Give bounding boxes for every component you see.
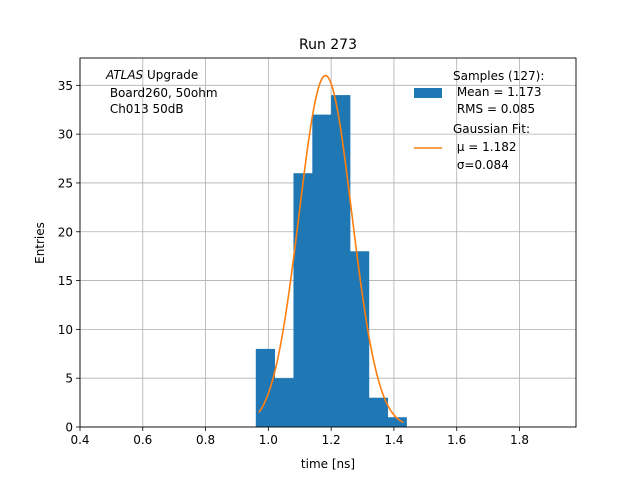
legend-samples-line3: RMS = 0.085 <box>453 102 535 116</box>
y-tick-label: 5 <box>65 372 73 386</box>
histogram-bar <box>293 173 313 427</box>
legend-swatch-samples <box>414 88 442 98</box>
y-tick-label: 30 <box>58 128 73 142</box>
histogram-bar <box>387 417 407 427</box>
y-axis-label: Entries <box>33 222 47 264</box>
x-tick-label: 1.2 <box>322 433 341 447</box>
legend-samples-line1: Samples (127): <box>453 69 544 83</box>
histogram-bar <box>274 378 294 427</box>
annotation-channel: Ch013 50dB <box>106 102 184 116</box>
histogram-bar <box>312 114 332 427</box>
x-tick-label: 0.6 <box>133 433 152 447</box>
y-tick-label: 10 <box>58 323 73 337</box>
chart-title: Run 273 <box>299 37 357 53</box>
x-axis-label: time [ns] <box>301 457 355 471</box>
y-tick-label: 20 <box>58 225 73 239</box>
legend: Samples (127): Mean = 1.173 RMS = 0.085 … <box>414 69 544 172</box>
histogram-bar <box>255 348 276 427</box>
y-tick-label: 0 <box>65 421 73 435</box>
atlas-annotation: ATLAS Upgrade Board260, 50ohm Ch013 50dB <box>105 68 218 116</box>
gaussian-fit-curve <box>258 74 404 424</box>
legend-fit-line3: σ=0.084 <box>453 158 509 172</box>
histogram-bar <box>368 397 389 427</box>
x-tick-label: 1.8 <box>510 433 529 447</box>
y-tick-label: 25 <box>58 176 73 190</box>
x-axis-ticks: 0.4 0.6 0.8 1.0 1.2 1.4 1.6 1.8 <box>70 427 529 447</box>
legend-fit-line2: μ = 1.182 <box>453 140 517 154</box>
annotation-upgrade: Upgrade <box>143 68 198 82</box>
histogram-bars <box>255 95 407 427</box>
histogram-bar <box>349 251 370 427</box>
annotation-atlas: ATLAS <box>105 68 144 82</box>
annotation-board: Board260, 50ohm <box>106 86 218 100</box>
histogram-bar <box>331 95 351 427</box>
x-tick-label: 1.6 <box>447 433 466 447</box>
plot-frame <box>79 57 577 428</box>
legend-fit-line1: Gaussian Fit: <box>453 122 530 136</box>
y-tick-label: 35 <box>58 79 73 93</box>
x-tick-label: 1.0 <box>259 433 278 447</box>
svg-text:ATLAS Upgrade: ATLAS Upgrade <box>105 68 198 82</box>
y-axis-ticks: 0 5 10 15 20 25 30 35 <box>58 79 80 435</box>
y-tick-label: 15 <box>58 274 73 288</box>
legend-samples-line2: Mean = 1.173 <box>453 85 542 99</box>
x-tick-label: 1.4 <box>384 433 403 447</box>
x-tick-label: 0.8 <box>196 433 215 447</box>
x-tick-label: 0.4 <box>70 433 89 447</box>
